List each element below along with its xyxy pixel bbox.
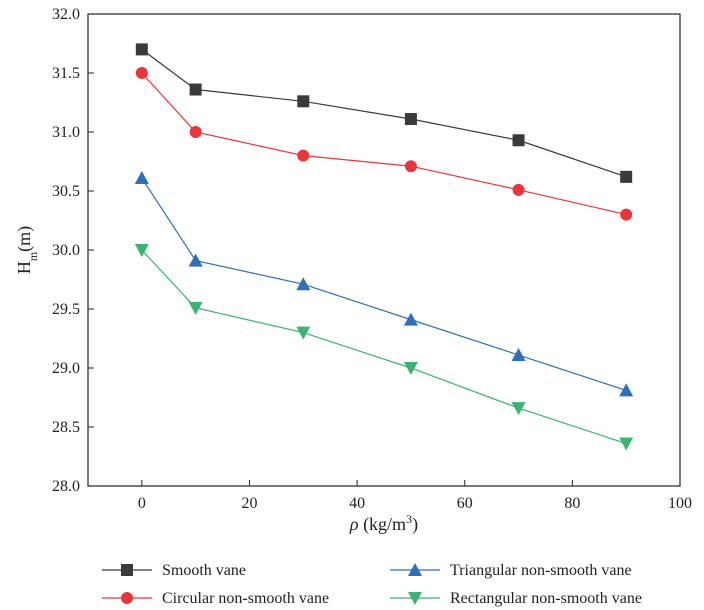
- data-point: [619, 437, 634, 451]
- data-point: [297, 149, 310, 162]
- plot-frame: [87, 13, 681, 487]
- data-point: [619, 383, 634, 397]
- data-point: [135, 67, 148, 79]
- series-3: [134, 171, 634, 397]
- data-point: [404, 113, 417, 126]
- y-tick-label: 32.0: [52, 6, 80, 23]
- y-axis-title-sub: m: [26, 251, 40, 261]
- legend-label: Circular non-smooth vane: [162, 590, 329, 607]
- y-axis-title-unit: (m): [14, 226, 35, 252]
- series-4: [134, 244, 634, 451]
- y-tick-label: 29.5: [52, 301, 80, 318]
- y-tick-label: 31.0: [52, 124, 80, 141]
- data-point: [512, 134, 525, 147]
- y-tick-label: 28.0: [52, 478, 80, 495]
- data-point: [511, 402, 526, 416]
- data-point: [134, 244, 149, 257]
- data-point: [134, 171, 149, 185]
- y-tick-label: 30.5: [52, 183, 80, 200]
- series-1: [135, 43, 633, 183]
- data-point: [403, 312, 418, 326]
- data-point: [511, 348, 526, 362]
- y-tick-label: 30.0: [52, 242, 80, 259]
- y-axis-title-main: H: [14, 261, 34, 274]
- x-tick-label: 80: [564, 495, 580, 512]
- data-point: [403, 362, 418, 375]
- series-layer: [134, 43, 634, 451]
- legend-item-3: Triangular non-smooth vane: [390, 562, 632, 579]
- legend-item-2: Circular non-smooth vane: [102, 590, 329, 607]
- data-point: [188, 253, 203, 267]
- y-axis-title: Hm(m): [14, 226, 40, 274]
- x-tick-label: 100: [668, 495, 692, 512]
- legend-label: Smooth vane: [162, 562, 246, 579]
- y-tick-label: 28.5: [52, 419, 80, 436]
- data-point: [189, 126, 202, 138]
- data-point: [188, 301, 203, 315]
- x-axis-title-sup: 3: [406, 512, 412, 526]
- x-tick-label: 60: [457, 495, 473, 512]
- data-point: [297, 95, 310, 108]
- legend-item-1: Smooth vane: [102, 562, 246, 579]
- x-axis-title-symbol: ρ: [349, 514, 359, 534]
- legend-marker: [121, 592, 133, 604]
- series-line: [141, 249, 627, 445]
- legend-marker: [408, 592, 422, 605]
- y-tick-label: 29.0: [52, 360, 80, 377]
- legend-marker: [121, 564, 133, 576]
- data-point: [512, 183, 525, 196]
- data-point: [135, 43, 148, 56]
- x-tick-label: 20: [241, 495, 257, 512]
- series-line: [141, 48, 627, 178]
- x-axis-title-close: ): [412, 514, 418, 535]
- data-point: [296, 326, 311, 340]
- data-point: [296, 277, 311, 291]
- legend-item-4: Rectangular non-smooth vane: [390, 590, 642, 607]
- axis-ticks: 0 20 40 60 80 100 28.0 28.5 29.0 29.5 30.0 30.5 31.0…: [52, 6, 692, 512]
- legend-label: Triangular non-smooth vane: [450, 562, 632, 579]
- x-axis-title: ρ (kg/m3): [349, 512, 418, 535]
- data-point: [620, 170, 633, 183]
- x-tick-label: 40: [349, 495, 365, 512]
- series-line: [141, 72, 627, 216]
- data-point: [404, 160, 417, 173]
- y-tick-label: 31.5: [52, 65, 80, 82]
- legend-label: Rectangular non-smooth vane: [450, 590, 642, 607]
- series-2: [135, 67, 633, 221]
- x-tick-label: 0: [138, 495, 146, 512]
- data-point: [189, 83, 202, 96]
- x-axis-title-unit: (kg/m: [359, 514, 407, 535]
- series-line: [141, 177, 627, 391]
- legend-marker: [408, 563, 422, 576]
- legend: Smooth vane Circular non-smooth vane Trian…: [102, 562, 642, 607]
- data-point: [620, 208, 633, 221]
